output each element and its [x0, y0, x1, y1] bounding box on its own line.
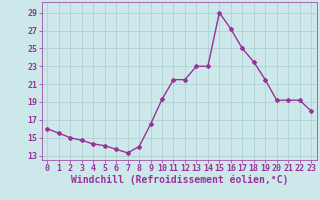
X-axis label: Windchill (Refroidissement éolien,°C): Windchill (Refroidissement éolien,°C): [70, 175, 288, 185]
